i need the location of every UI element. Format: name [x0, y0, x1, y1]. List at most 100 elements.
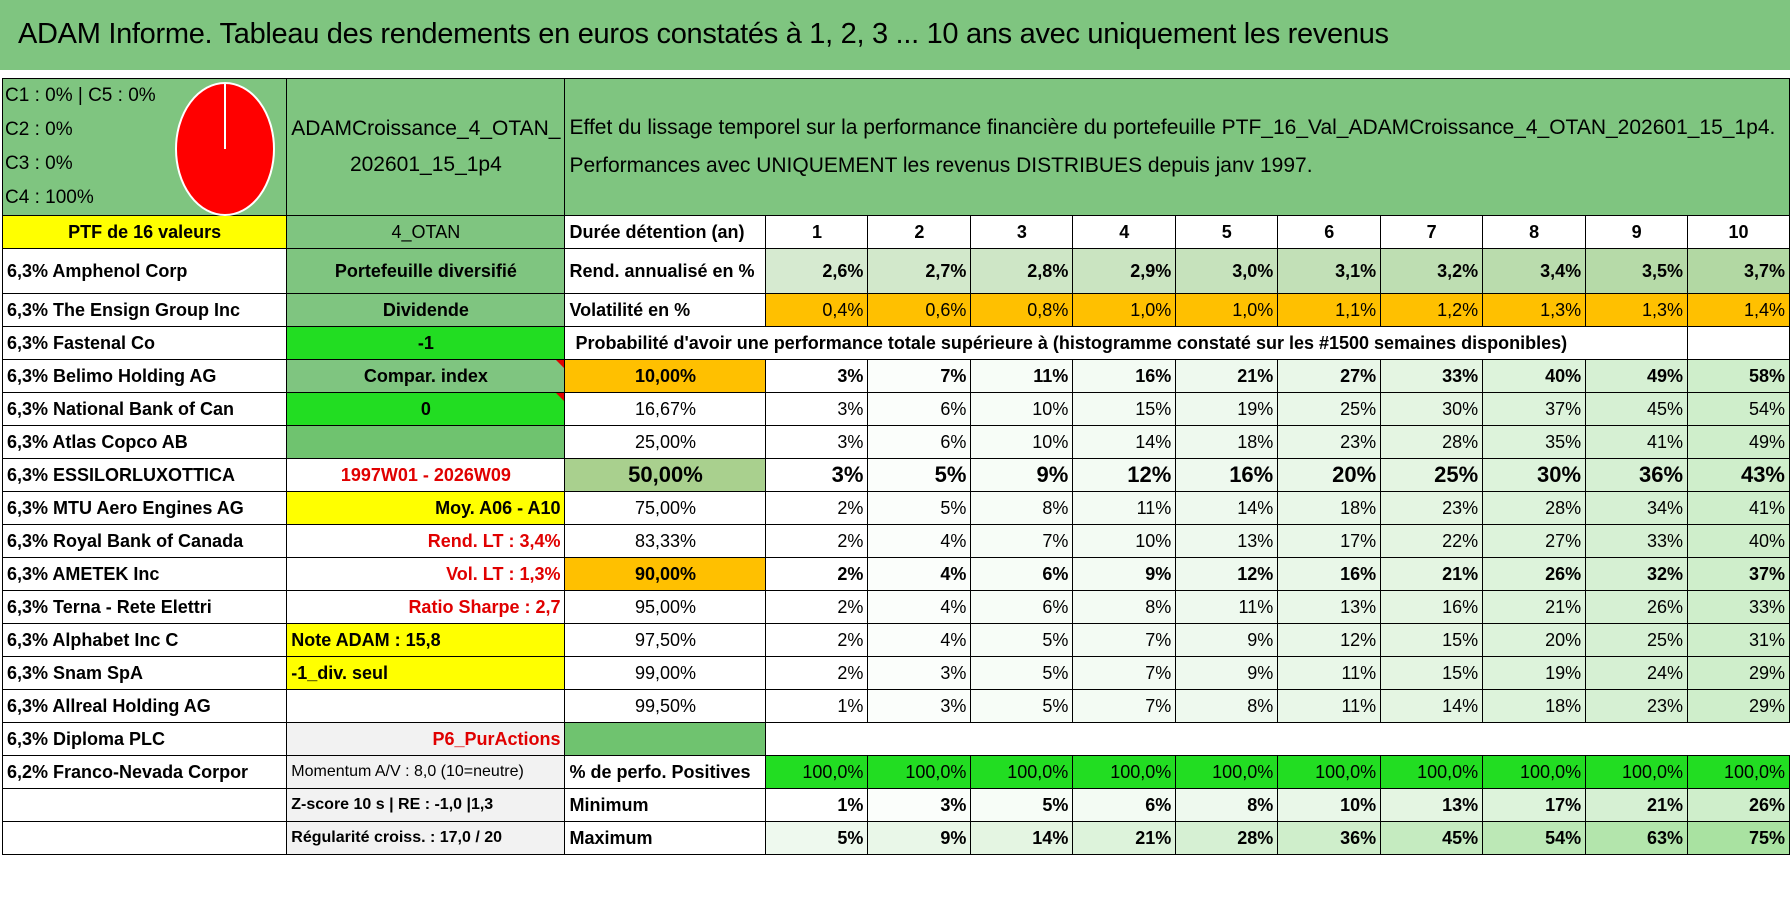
- percentile-row: 6,3% AMETEK Inc Vol. LT : 1,3% 90,00% 2% 4% 6…: [1, 557, 1790, 591]
- return-value: 2,8%: [970, 248, 1074, 294]
- percentile-value: 5%: [867, 491, 972, 525]
- holding-name: 6,3% Atlas Copco AB: [1, 425, 288, 459]
- percentile-value: 41%: [1687, 491, 1790, 525]
- minimum-value: 6%: [1072, 788, 1177, 822]
- percentile-row: 6,3% Belimo Holding AG Compar. index 10,00…: [1, 359, 1790, 393]
- percentile-label: 99,50%: [564, 689, 767, 723]
- percentile-value: 15%: [1072, 392, 1177, 426]
- percentile-value: 13%: [1277, 590, 1382, 624]
- percentile-label: 16,67%: [564, 392, 767, 426]
- maximum-value: 36%: [1277, 821, 1382, 855]
- minimum-value: 13%: [1380, 788, 1484, 822]
- empty-cell: [286, 689, 566, 723]
- percentile-value: 20%: [1482, 623, 1587, 657]
- percentile-value: 7%: [970, 524, 1074, 558]
- percentile-row: 6,3% Snam SpA -1_div. seul 99,00% 2% 3% 5% 7% 9…: [1, 656, 1790, 690]
- year-header: 9: [1585, 215, 1689, 249]
- percentile-value: 9%: [1175, 623, 1279, 657]
- percentile-label: 75,00%: [564, 491, 767, 525]
- percentile-value: 14%: [1380, 689, 1484, 723]
- percentile-label: 97,50%: [564, 623, 767, 657]
- minimum-value: 1%: [765, 788, 869, 822]
- positive-value: 100,0%: [1687, 755, 1790, 789]
- description-line1: Effet du lissage temporel sur la perform…: [569, 116, 1776, 139]
- percentile-value: 19%: [1175, 392, 1279, 426]
- holding-name: 6,3% Belimo Holding AG: [1, 359, 288, 393]
- percentile-value: 40%: [1482, 359, 1587, 393]
- percentile-value: 5%: [970, 656, 1074, 690]
- minimum-label: Minimum: [564, 788, 767, 822]
- percentile-value: 49%: [1687, 425, 1790, 459]
- percentile-value: 6%: [867, 392, 972, 426]
- percentile-value: 3%: [765, 425, 869, 459]
- duration-label: Durée détention (an): [564, 215, 767, 249]
- sharpe-ratio: Ratio Sharpe : 2,7: [286, 590, 566, 624]
- empty-green-cell: [286, 425, 566, 459]
- percentile-value: 10%: [970, 392, 1074, 426]
- maximum-value: 14%: [970, 821, 1074, 855]
- holding-name: 6,3% National Bank of Can: [1, 392, 288, 426]
- percentile-value: 37%: [1687, 557, 1790, 591]
- percentile-row: 6,3% MTU Aero Engines AG Moy. A06 - A10 75…: [1, 491, 1790, 525]
- ptf-label: PTF de 16 valeurs: [1, 215, 288, 249]
- dividend-label: Dividende: [286, 293, 566, 327]
- percentile-value: 30%: [1482, 458, 1587, 492]
- percentile-value: 14%: [1175, 491, 1279, 525]
- percentile-value: 28%: [1482, 491, 1587, 525]
- percentile-row: 6,3% National Bank of Can 0 16,67% 3% 6% 10% 1…: [1, 392, 1790, 426]
- percentile-value: 21%: [1175, 359, 1279, 393]
- return-label: Rend. annualisé en %: [564, 248, 767, 294]
- percentile-value: 5%: [867, 458, 972, 492]
- maximum-value: 9%: [867, 821, 972, 855]
- year-header: 5: [1175, 215, 1279, 249]
- volatility-value: 1,4%: [1687, 293, 1790, 327]
- percentile-value: 11%: [1277, 656, 1382, 690]
- return-value: 3,2%: [1380, 248, 1484, 294]
- percentile-value: 58%: [1687, 359, 1790, 393]
- percentile-value: 4%: [867, 623, 972, 657]
- percentile-value: 40%: [1687, 524, 1790, 558]
- percentile-value: 7%: [1072, 623, 1177, 657]
- percentile-value: 2%: [765, 557, 869, 591]
- maximum-value: 28%: [1175, 821, 1279, 855]
- maximum-value: 45%: [1380, 821, 1484, 855]
- year-header: 1: [765, 215, 869, 249]
- percentile-value: 24%: [1585, 656, 1689, 690]
- compar-value: 0: [286, 392, 566, 426]
- portfolio-name-line1: ADAMCroissance_4_OTAN_: [291, 117, 561, 140]
- portfolio-name: ADAMCroissance_4_OTAN_ 202601_15_1p4: [286, 78, 566, 216]
- holding-name: 6,3% The Ensign Group Inc: [1, 293, 288, 327]
- percentile-value: 7%: [867, 359, 972, 393]
- percentile-row: 6,3% Allreal Holding AG 99,50% 1% 3% 5% 7% 8% 1…: [1, 689, 1790, 723]
- percentile-value: 22%: [1380, 524, 1484, 558]
- legend-c3: C3 : 0%: [5, 153, 73, 174]
- maximum-value: 54%: [1482, 821, 1587, 855]
- percentile-value: 2%: [765, 491, 869, 525]
- return-value: 3,4%: [1482, 248, 1587, 294]
- long-term-volatility: Vol. LT : 1,3%: [286, 557, 566, 591]
- positive-value: 100,0%: [970, 755, 1074, 789]
- return-value: 2,9%: [1072, 248, 1177, 294]
- percentile-row: 6,3% Royal Bank of Canada Rend. LT : 3,4%…: [1, 524, 1790, 558]
- return-value: 3,1%: [1277, 248, 1382, 294]
- percentile-value: 34%: [1585, 491, 1689, 525]
- holding-name: 6,3% Alphabet Inc C: [1, 623, 288, 657]
- percentile-row: 6,3% ESSILORLUXOTTICA 1997W01 - 2026W09 50…: [1, 458, 1790, 492]
- percentile-value: 6%: [970, 590, 1074, 624]
- percentile-value: 23%: [1380, 491, 1484, 525]
- year-header: 4: [1072, 215, 1177, 249]
- percentile-value: 33%: [1380, 359, 1484, 393]
- probability-label: Probabilité d'avoir une performance tota…: [564, 326, 1689, 360]
- percentile-value: 9%: [970, 458, 1074, 492]
- duration-row: PTF de 16 valeurs 4_OTAN Durée détention (…: [1, 215, 1790, 249]
- percentile-value: 16%: [1072, 359, 1177, 393]
- minimum-value: 3%: [867, 788, 972, 822]
- holding-name: 6,2% Franco-Nevada Corpor: [1, 755, 288, 789]
- percentile-value: 18%: [1482, 689, 1587, 723]
- minimum-value: 17%: [1482, 788, 1587, 822]
- percentile-value: 6%: [867, 425, 972, 459]
- percentile-value: 33%: [1687, 590, 1790, 624]
- percentile-value: 9%: [1175, 656, 1279, 690]
- percentile-value: 2%: [765, 590, 869, 624]
- percentile-value: 27%: [1277, 359, 1382, 393]
